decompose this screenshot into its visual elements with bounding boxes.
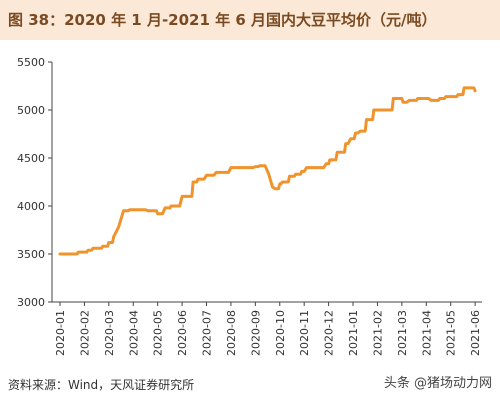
x-tick-label: 2020-11	[298, 310, 311, 356]
x-tick-label: 2021-05	[445, 310, 458, 356]
y-tick-label: 5500	[17, 56, 45, 69]
x-tick-label: 2020-01	[54, 310, 67, 356]
x-tick-label: 2021-01	[347, 310, 360, 356]
x-tick-label: 2020-12	[323, 310, 336, 356]
x-tick-label: 2020-10	[274, 310, 287, 356]
x-tick-label: 2021-06	[469, 310, 482, 356]
x-tick-label: 2020-09	[249, 310, 262, 356]
x-tick-label: 2020-04	[127, 310, 140, 356]
y-tick-label: 5000	[17, 104, 45, 117]
chart-title: 图 38：2020 年 1 月-2021 年 6 月国内大豆平均价（元/吨）	[8, 11, 437, 29]
x-tick-label: 2021-04	[420, 310, 433, 356]
title-bar: 图 38：2020 年 1 月-2021 年 6 月国内大豆平均价（元/吨）	[0, 0, 500, 40]
y-tick-label: 4500	[17, 152, 45, 165]
x-tick-label: 2020-03	[103, 310, 116, 356]
x-tick-label: 2020-06	[176, 310, 189, 356]
x-tick-label: 2021-02	[371, 310, 384, 356]
x-tick-label: 2020-02	[78, 310, 91, 356]
y-ticks: 3000 3500 4000 4500 5000 5500	[17, 56, 52, 309]
x-ticks: 2020-01 2020-02 2020-03 2020-04 2020-05 2020-…	[54, 302, 482, 356]
x-tick-label: 2020-05	[152, 310, 165, 356]
source-note: 资料来源：Wind，天风证券研究所	[8, 378, 195, 392]
x-tick-label: 2020-07	[201, 310, 214, 356]
x-tick-label: 2020-08	[225, 310, 238, 356]
series-line-soybean-price	[58, 86, 477, 256]
y-tick-label: 4000	[17, 200, 45, 213]
watermark: 头条 @猪场动力网	[383, 376, 492, 391]
x-tick-label: 2021-03	[396, 310, 409, 356]
y-tick-label: 3500	[17, 248, 45, 261]
y-tick-label: 3000	[17, 296, 45, 309]
